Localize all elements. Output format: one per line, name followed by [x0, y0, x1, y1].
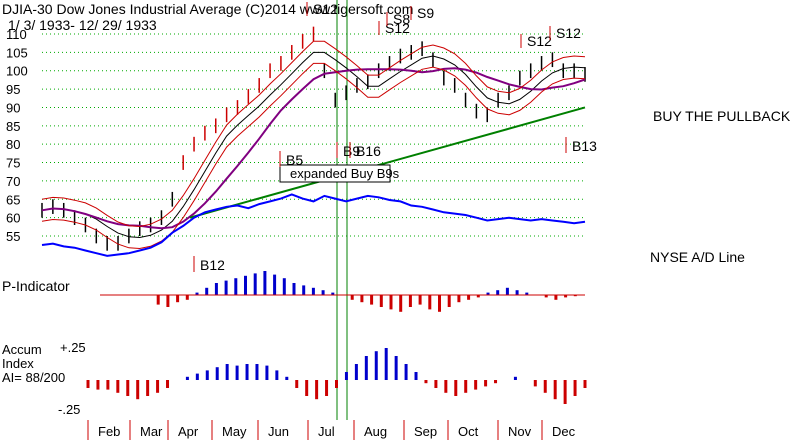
month-label: Dec: [552, 424, 576, 439]
y-tick-label: 70: [6, 174, 20, 189]
p-indicator-label: P-Indicator: [2, 278, 70, 294]
signal-label: B9: [343, 143, 360, 159]
signal-label: S12: [385, 20, 410, 36]
y-tick-label: 55: [6, 229, 20, 244]
month-label: May: [222, 424, 247, 439]
signal-label: B5: [286, 152, 303, 168]
p-indicator-histogram: [100, 271, 585, 312]
y-tick-label: 110: [6, 27, 27, 42]
signal-label: B16: [356, 143, 381, 159]
price-grid: [42, 33, 585, 237]
month-label: Mar: [140, 424, 163, 439]
band-lower: [41, 62, 586, 250]
ma-200: [189, 106, 586, 219]
date-range: 1/ 3/ 1933- 12/ 29/ 1933: [8, 17, 157, 33]
month-label: Apr: [178, 424, 199, 439]
y-tick-label: 85: [6, 119, 20, 134]
accum-top-tick: +.25: [60, 340, 86, 355]
accum-label-2: Index: [2, 356, 34, 371]
y-tick-label: 80: [6, 137, 20, 152]
signal-label: S12: [527, 33, 552, 49]
accum-index-histogram: [86, 348, 587, 404]
ad-line-path: [41, 193, 586, 257]
accum-label-1: Accum: [2, 342, 42, 357]
nyse-ad-label: NYSE A/D Line: [650, 249, 745, 265]
month-label: Nov: [508, 424, 532, 439]
signal-label: S9: [417, 5, 434, 21]
signal-label: B13: [572, 138, 597, 154]
signal-label: B12: [200, 257, 225, 273]
y-tick-label: 90: [6, 100, 20, 115]
signal-vlines: [336, 0, 348, 420]
expanded-label: expanded Buy B9s: [290, 166, 400, 181]
price-axis-ticks: 110 105 100 95 90 85 80 75 70 65 60 55: [6, 27, 28, 244]
month-label: Jul: [318, 424, 335, 439]
signal-label: S12: [313, 1, 338, 17]
month-axis: Feb Mar Apr May Jun Jul Aug Sep Oct Nov Dec: [87, 420, 576, 440]
month-label: Feb: [98, 424, 120, 439]
month-label: Aug: [364, 424, 387, 439]
month-label: Oct: [458, 424, 479, 439]
moving-average-lines: [41, 40, 586, 250]
signal-label: S8: [393, 11, 410, 27]
band-upper: [41, 40, 586, 228]
price-bars: [41, 26, 586, 251]
y-tick-label: 100: [6, 64, 28, 79]
chart-title: DJIA-30 Dow Jones Industrial Average (C)…: [2, 1, 413, 17]
accum-bottom-tick: -.25: [58, 402, 80, 417]
expanded-box: [279, 164, 391, 183]
ma-short: [41, 51, 586, 239]
y-tick-label: 95: [6, 82, 20, 97]
ad-line: [41, 193, 586, 257]
y-tick-label: 105: [6, 45, 28, 60]
buy-pullback-label: BUY THE PULLBACK: [653, 108, 791, 124]
y-tick-label: 65: [6, 192, 20, 207]
month-label: Jun: [268, 424, 289, 439]
signal-label: S12: [556, 25, 581, 41]
y-tick-label: 60: [6, 211, 20, 226]
month-label: Sep: [414, 424, 437, 439]
accum-label-3: AI= 88/200: [2, 370, 65, 385]
y-tick-label: 75: [6, 156, 20, 171]
